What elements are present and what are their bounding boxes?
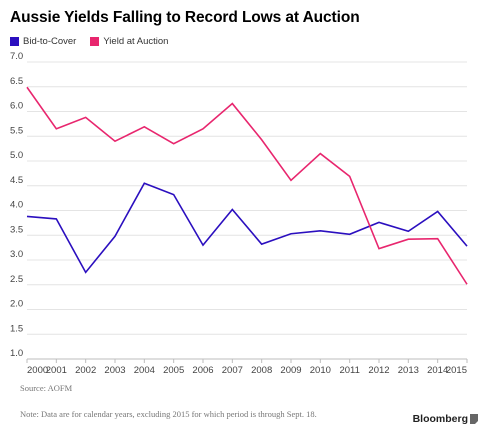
series-line-bid-to-cover xyxy=(26,182,468,274)
y-tick-label: 3.0 xyxy=(10,249,23,260)
y-tick-label: 6.0 xyxy=(10,101,23,112)
x-tick-label: 2006 xyxy=(192,365,213,376)
legend-item-yield-at-auction: Yield at Auction xyxy=(90,36,168,47)
x-tick-label: 2013 xyxy=(398,365,419,376)
source-note: Source: AOFM xyxy=(20,383,73,393)
y-tick-label: 5.5 xyxy=(10,125,23,136)
x-tick-label: 2005 xyxy=(163,365,184,376)
y-tick-label: 4.5 xyxy=(10,175,23,186)
legend-label-yield-at-auction: Yield at Auction xyxy=(103,36,169,47)
x-tick-label: 2007 xyxy=(222,365,243,376)
x-tick-label: 2004 xyxy=(134,365,155,376)
chart-legend: Bid-to-Cover Yield at Auction xyxy=(10,36,182,47)
y-tick-label: 2.5 xyxy=(10,274,23,285)
y-tick-label: 1.0 xyxy=(10,348,23,359)
y-tick-label: 7.0 xyxy=(10,51,23,62)
y-tick-label: 3.5 xyxy=(10,224,23,235)
y-tick-label: 6.5 xyxy=(10,76,23,87)
legend-swatch-yield-at-auction xyxy=(90,37,100,46)
bloomberg-logo: Bloomberg xyxy=(413,413,478,425)
y-tick-label: 2.0 xyxy=(10,299,23,310)
x-tick-label: 2011 xyxy=(339,365,359,376)
x-tick-label: 2012 xyxy=(368,365,389,376)
x-tick-label: 2001 xyxy=(46,365,67,376)
x-tick-label: 2014 xyxy=(427,365,448,376)
legend-swatch-bid-to-cover xyxy=(10,37,19,46)
legend-item-bid-to-cover: Bid-to-Cover xyxy=(10,36,76,47)
brand-label: Bloomberg xyxy=(412,413,468,425)
footnote: Note: Data are for calendar years, exclu… xyxy=(20,409,317,419)
legend-label-bid-to-cover: Bid-to-Cover xyxy=(23,36,77,47)
grid-lines xyxy=(27,61,467,360)
x-tick-label: 2015 xyxy=(446,365,467,376)
y-tick-label: 5.0 xyxy=(10,150,23,161)
series-line-yield-at-auction xyxy=(26,86,468,285)
x-tick-label: 2010 xyxy=(310,365,331,376)
y-tick-label: 1.5 xyxy=(10,323,23,334)
chart-title: Aussie Yields Falling to Record Lows at … xyxy=(10,9,360,26)
x-tick-label: 2003 xyxy=(104,365,125,376)
y-tick-label: 4.0 xyxy=(10,200,23,211)
y-axis-tick-labels: 1.0 1.5 2.0 2.5 3.0 3.5 4.0 4.5 5.0 5.5 6.0 6.5 7.0 xyxy=(10,51,23,359)
x-tick-label: 2002 xyxy=(75,365,96,376)
bloomberg-corner-icon xyxy=(470,414,478,424)
x-tick-label: 2009 xyxy=(280,365,301,376)
x-tick-label: 2008 xyxy=(251,365,272,376)
series-lines xyxy=(26,86,468,285)
x-tick-label: 2000 xyxy=(27,365,48,376)
